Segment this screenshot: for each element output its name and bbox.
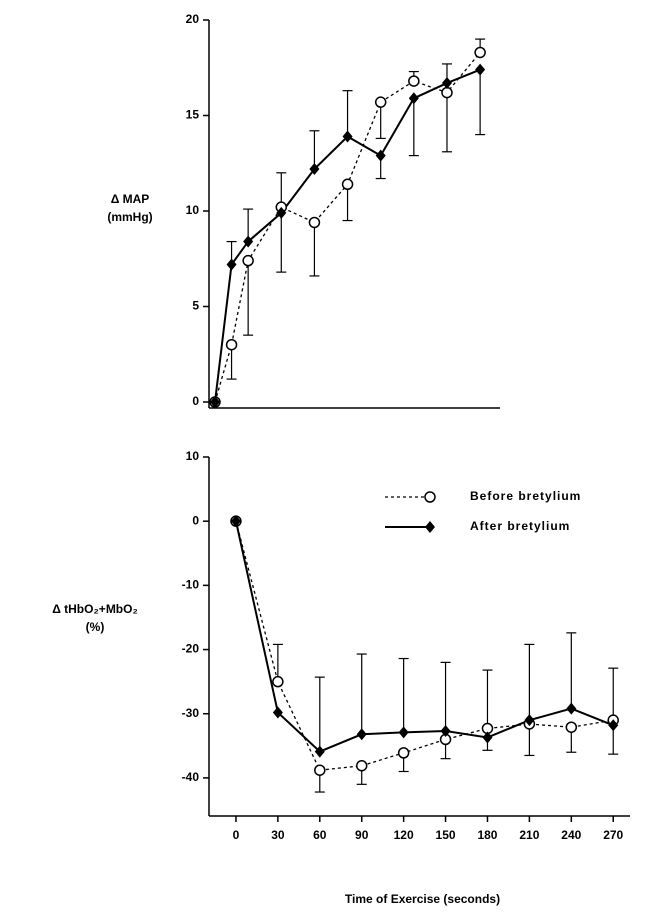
- y-axis-label: (%): [86, 620, 105, 634]
- y-tick-label: -20: [182, 642, 200, 656]
- marker: [408, 92, 419, 105]
- y-tick-label: 5: [192, 299, 199, 313]
- marker: [375, 149, 386, 162]
- marker: [565, 721, 578, 733]
- marker: [314, 764, 326, 776]
- marker: [230, 515, 241, 528]
- marker: [474, 46, 486, 59]
- y-tick-label: 15: [186, 108, 200, 122]
- y-tick-label: 10: [186, 449, 200, 463]
- marker: [272, 706, 283, 719]
- marker: [424, 491, 436, 503]
- y-tick-label: -30: [182, 706, 200, 720]
- x-tick-label: 30: [271, 828, 285, 842]
- marker: [272, 675, 284, 688]
- marker: [441, 86, 453, 99]
- x-tick-label: 270: [603, 828, 623, 842]
- marker: [341, 178, 354, 191]
- series-line: [214, 52, 481, 403]
- marker: [243, 235, 254, 248]
- x-tick-label: 60: [313, 828, 327, 842]
- marker: [440, 725, 451, 738]
- marker: [608, 719, 619, 732]
- x-tick-label: 180: [477, 828, 497, 842]
- marker: [482, 731, 493, 744]
- marker: [374, 96, 387, 108]
- marker: [210, 396, 220, 408]
- marker: [524, 714, 535, 727]
- marker: [226, 258, 237, 271]
- y-tick-label: 20: [186, 12, 200, 26]
- marker: [342, 130, 353, 143]
- x-tick-label: 0: [233, 828, 240, 842]
- marker: [475, 63, 486, 76]
- y-tick-label: 10: [186, 203, 200, 217]
- marker: [309, 162, 320, 175]
- x-tick-label: 240: [561, 828, 581, 842]
- marker: [242, 254, 254, 267]
- x-tick-label: 150: [436, 828, 456, 842]
- series-line: [214, 68, 481, 403]
- marker: [308, 216, 321, 229]
- marker: [398, 726, 409, 739]
- marker: [397, 747, 410, 759]
- marker: [441, 77, 452, 90]
- marker: [355, 759, 368, 772]
- y-axis-label: Δ tHbO₂+MbO₂: [52, 602, 138, 616]
- marker: [425, 521, 435, 533]
- x-axis-label: Time of Exercise (seconds): [345, 892, 500, 906]
- x-tick-label: 90: [355, 828, 369, 842]
- marker: [225, 338, 238, 351]
- y-tick-label: 0: [192, 513, 199, 527]
- marker: [566, 702, 577, 715]
- marker: [276, 206, 287, 219]
- series-line: [234, 520, 614, 753]
- x-tick-label: 120: [394, 828, 414, 842]
- y-tick-label: 0: [192, 394, 199, 408]
- marker: [314, 745, 325, 758]
- y-axis-label: Δ MAP: [111, 192, 150, 206]
- legend-label: After bretylium: [470, 519, 570, 533]
- x-tick-label: 210: [519, 828, 539, 842]
- series-line: [235, 521, 614, 771]
- y-tick-label: -40: [182, 770, 200, 784]
- y-axis-label: (mmHg): [107, 210, 152, 224]
- marker: [408, 75, 420, 87]
- marker: [356, 728, 367, 741]
- y-tick-label: -10: [182, 578, 200, 592]
- legend-label: Before bretylium: [470, 489, 581, 503]
